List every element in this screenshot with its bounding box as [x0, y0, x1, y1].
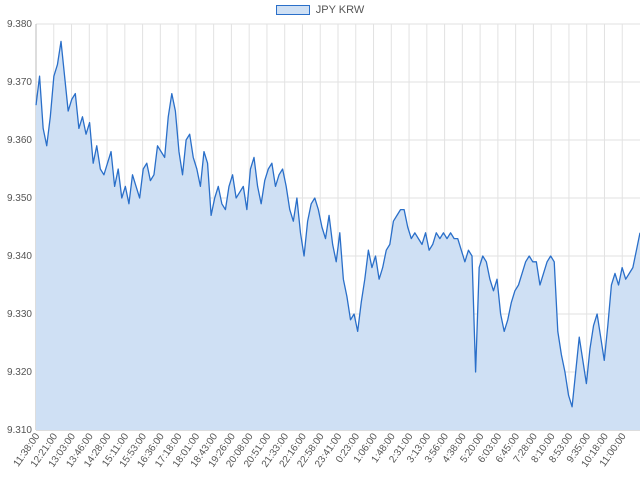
legend-label-jpy-krw: JPY KRW — [315, 4, 365, 16]
y-tick-label: 9.350 — [7, 193, 32, 204]
y-tick-label: 9.360 — [7, 135, 32, 146]
series-line-jpy-krw — [35, 40, 640, 408]
y-tick-label: 9.310 — [7, 425, 32, 436]
y-tick-label: 9.320 — [7, 367, 32, 378]
y-tick-label: 9.330 — [7, 309, 32, 320]
y-tick-label: 9.380 — [7, 19, 32, 30]
y-tick-label: 9.370 — [7, 77, 32, 88]
y-tick-label: 9.340 — [7, 251, 32, 262]
legend-swatch — [275, 5, 310, 15]
legend[interactable]: JPY KRW — [0, 4, 640, 16]
series-area-jpy-krw — [36, 41, 640, 431]
